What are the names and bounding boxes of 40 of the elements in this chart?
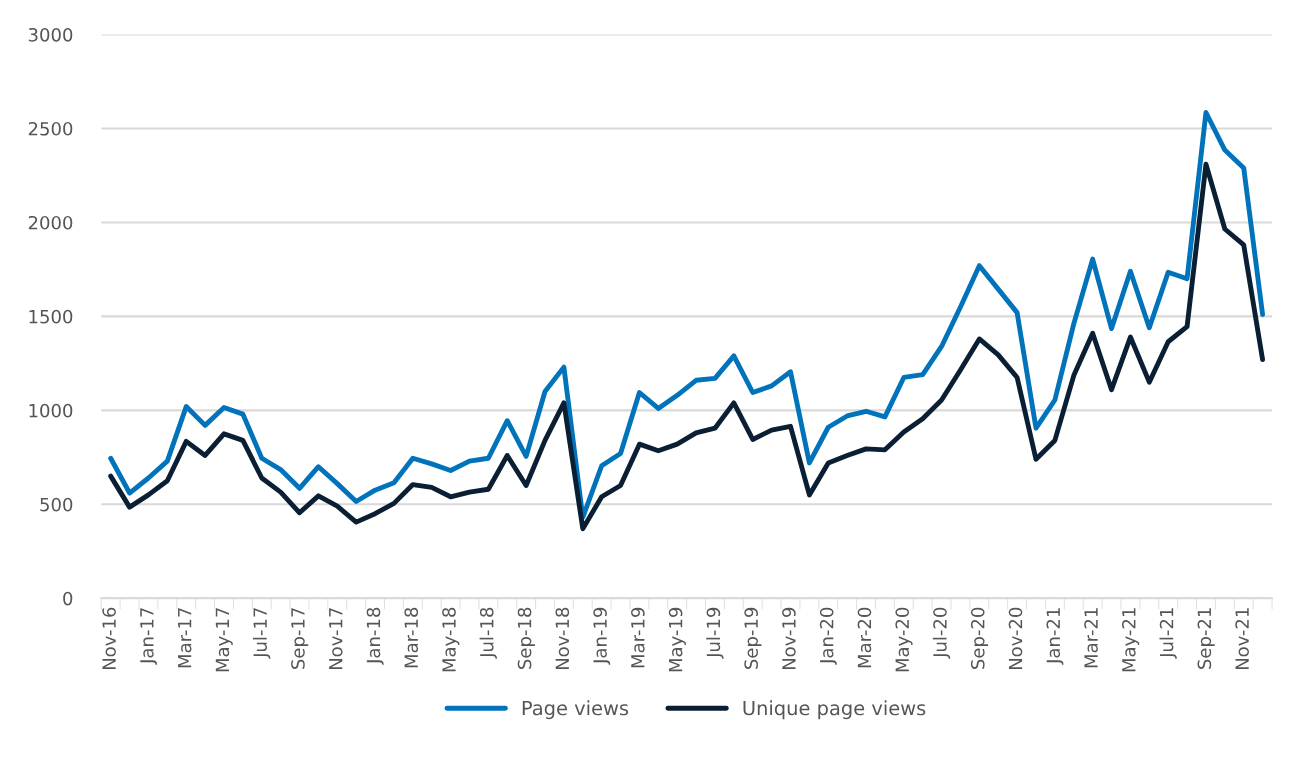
x-tick-label: Sep-18 — [517, 607, 535, 669]
y-tick-label: 500 — [40, 497, 73, 512]
legend-label: Unique page views — [743, 700, 926, 720]
y-tick-label: 1500 — [29, 309, 73, 324]
x-tick-label: Jan-17 — [140, 608, 158, 665]
y-tick-label: 3000 — [28, 27, 73, 42]
x-tick-label: Nov-16 — [102, 607, 116, 670]
legend-label: Page views — [522, 700, 629, 720]
y-tick-label: 2500 — [28, 121, 73, 136]
x-tick-label: May-21 — [1121, 608, 1140, 672]
x-tick-label: Jul-17 — [253, 608, 271, 659]
x-tick-label: Jan-19 — [593, 607, 611, 665]
y-tick-label: 0 — [63, 591, 73, 606]
x-tick-label: May-17 — [215, 608, 233, 672]
x-tick-label: Sep-17 — [291, 608, 309, 669]
x-tick-label: Jan-21 — [1046, 608, 1064, 665]
x-tick-label: Nov-19 — [782, 607, 796, 670]
x-tick-label: Nov-21 — [1235, 608, 1249, 670]
x-tick-label: Jul-21 — [1159, 608, 1177, 659]
x-tick-label: May-19 — [668, 607, 686, 672]
x-tick-label: Jul-18 — [479, 607, 497, 659]
x-tick-label: Nov-20 — [1008, 607, 1023, 670]
x-tick-label: Nov-17 — [329, 608, 343, 670]
x-tick-label: Mar-20 — [857, 607, 872, 668]
y-tick-label: 1000 — [29, 403, 73, 418]
y-tick-label: 2000 — [28, 215, 73, 230]
x-tick-label: Mar-19 — [631, 607, 645, 668]
x-tick-label: Sep-21 — [1197, 608, 1215, 669]
x-tick-label: Mar-18 — [404, 607, 419, 668]
x-tick-label: Nov-18 — [555, 607, 570, 670]
x-tick-label: Jul-20 — [932, 607, 951, 659]
x-tick-label: May-20 — [895, 607, 913, 672]
x-tick-label: Jan-20 — [819, 607, 837, 665]
x-tick-label: Jan-18 — [366, 607, 384, 665]
x-tick-label: Mar-17 — [178, 608, 192, 668]
x-tick-label: Jul-19 — [706, 607, 724, 659]
x-tick-label: Sep-20 — [970, 607, 989, 669]
x-tick-label: Mar-21 — [1084, 608, 1098, 668]
x-tick-label: Sep-19 — [744, 607, 762, 669]
x-tick-label: May-18 — [442, 607, 460, 672]
